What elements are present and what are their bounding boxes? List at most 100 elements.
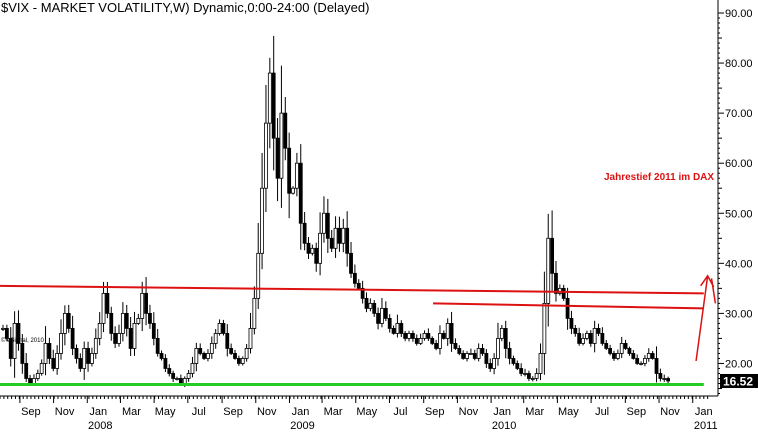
candle-body bbox=[480, 348, 485, 354]
candle-body bbox=[225, 333, 230, 349]
candle-body bbox=[322, 212, 326, 234]
candle-body bbox=[596, 328, 601, 334]
candle-body bbox=[441, 333, 446, 339]
candle-body bbox=[430, 338, 435, 344]
candle-body bbox=[4, 328, 9, 339]
candle-body bbox=[209, 343, 214, 354]
candle-body bbox=[291, 187, 295, 194]
overlay-lines bbox=[0, 274, 717, 386]
month-label: Jan bbox=[695, 406, 713, 418]
candle-body bbox=[484, 353, 489, 364]
month-label: Sep bbox=[627, 406, 647, 418]
candle-body bbox=[650, 353, 655, 359]
candle-body bbox=[221, 323, 226, 334]
arrowhead bbox=[700, 274, 715, 288]
candle-body bbox=[592, 328, 597, 344]
candle-body bbox=[186, 373, 191, 379]
candle-body bbox=[457, 348, 462, 354]
candle-body bbox=[132, 323, 137, 349]
candle-body bbox=[35, 373, 40, 379]
candle-body bbox=[581, 338, 585, 344]
month-label: Jul bbox=[393, 406, 407, 418]
candle-body bbox=[499, 328, 504, 339]
candle-body bbox=[279, 112, 284, 179]
trend-line bbox=[433, 302, 704, 310]
month-label: Jan bbox=[493, 406, 511, 418]
candle-body bbox=[236, 358, 241, 364]
month-label: Nov bbox=[257, 406, 277, 418]
candle-body bbox=[298, 162, 303, 224]
candle-body bbox=[403, 333, 408, 339]
candle-body bbox=[90, 353, 94, 364]
candle-body bbox=[182, 378, 187, 384]
candle-body bbox=[631, 353, 636, 359]
candle-body bbox=[16, 323, 21, 344]
candle-body bbox=[623, 343, 628, 349]
candle-body bbox=[337, 227, 342, 244]
price-tick-label: 30.00 bbox=[725, 308, 753, 320]
candle-body bbox=[1, 328, 5, 330]
candle-body bbox=[376, 312, 380, 324]
candle-body bbox=[140, 292, 145, 319]
price-tick-label: 90.00 bbox=[725, 8, 753, 20]
candle-body bbox=[407, 333, 411, 339]
candle-body bbox=[190, 363, 195, 374]
candle-body bbox=[43, 343, 48, 364]
candle-body bbox=[314, 247, 319, 264]
candle-body bbox=[418, 338, 423, 344]
candle-body bbox=[530, 378, 535, 380]
candle-body bbox=[144, 292, 148, 314]
year-label: 2010 bbox=[492, 420, 516, 432]
candle-body bbox=[550, 237, 555, 274]
price-tick-label: 50.00 bbox=[725, 208, 753, 220]
price-tick-label: 60.00 bbox=[725, 158, 753, 170]
candle-body bbox=[434, 343, 439, 349]
candle-body bbox=[256, 252, 261, 299]
candle-body bbox=[438, 333, 442, 349]
candle-body bbox=[391, 328, 396, 334]
candle-body bbox=[646, 353, 651, 359]
candle-body bbox=[507, 348, 512, 359]
candle-body bbox=[511, 358, 516, 364]
candle-body bbox=[244, 348, 249, 359]
candle-body bbox=[492, 358, 497, 369]
candle-body bbox=[213, 333, 218, 344]
candle-body bbox=[283, 112, 288, 149]
candle-body bbox=[267, 72, 272, 124]
candle-body bbox=[341, 227, 346, 244]
candle-body bbox=[472, 353, 477, 359]
candle-body bbox=[175, 378, 179, 380]
candle-body bbox=[93, 338, 98, 354]
month-label: Mar bbox=[324, 406, 343, 418]
trend-line bbox=[0, 284, 704, 295]
candle-body bbox=[469, 353, 473, 355]
candle-body bbox=[639, 363, 643, 365]
candle-body bbox=[608, 348, 613, 354]
candle-body bbox=[561, 287, 566, 299]
candle-body bbox=[527, 373, 531, 379]
candle-body bbox=[32, 378, 36, 384]
candle-body bbox=[310, 247, 315, 254]
candle-body bbox=[496, 338, 500, 359]
candle-body bbox=[109, 312, 114, 334]
candle-body bbox=[461, 353, 466, 359]
candle-body bbox=[74, 348, 79, 359]
candle-body bbox=[627, 348, 632, 354]
candle-body bbox=[615, 353, 620, 359]
candle-body bbox=[349, 252, 353, 274]
price-tick-label: 80.00 bbox=[725, 58, 753, 70]
month-label: Jan bbox=[292, 406, 310, 418]
candle-body bbox=[120, 312, 125, 334]
year-label: 2011 bbox=[694, 420, 718, 432]
candle-body bbox=[275, 137, 280, 179]
month-label: Sep bbox=[21, 406, 41, 418]
candle-body bbox=[588, 333, 593, 344]
candle-body bbox=[345, 227, 350, 254]
candle-body bbox=[445, 323, 450, 339]
arrow-line bbox=[695, 275, 709, 362]
candle-body bbox=[426, 333, 431, 339]
candle-body bbox=[554, 272, 558, 294]
candle-body bbox=[372, 302, 377, 314]
candle-body bbox=[113, 333, 118, 344]
